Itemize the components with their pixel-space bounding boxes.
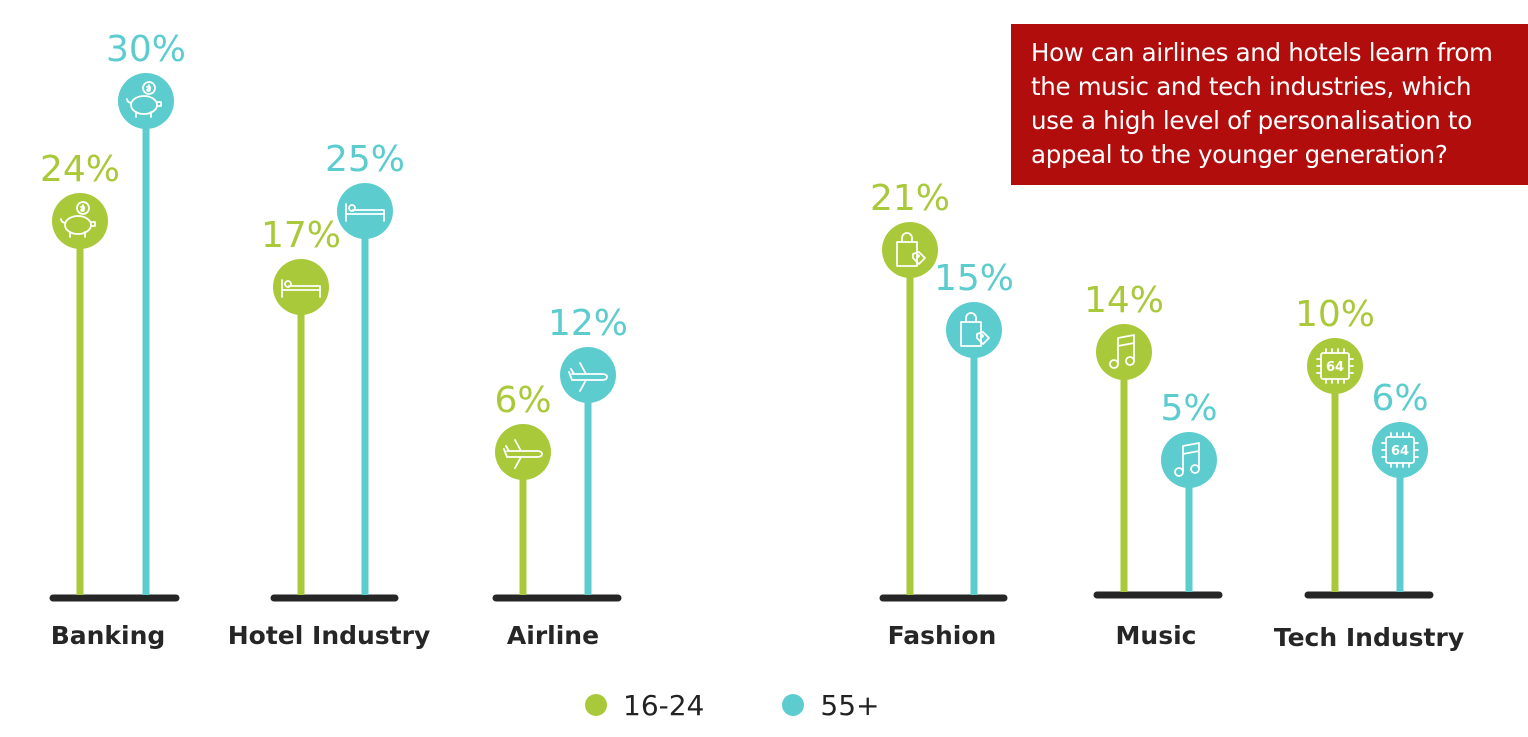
marker-tech-industry-16-24 [1307, 338, 1363, 394]
marker-tech-industry-55-plus [1372, 422, 1428, 478]
airplane-icon [503, 439, 543, 469]
svg-text:64: 64 [1391, 444, 1409, 459]
marker-music-55-plus [1161, 432, 1217, 488]
legend-dot-16-24 [585, 694, 607, 716]
legend-label-55-plus: 55+ [820, 688, 880, 722]
value-label-airline-16-24: 6% [494, 380, 551, 421]
marker-hotel-industry-55-plus [337, 183, 393, 239]
value-label-music-16-24: 14% [1084, 280, 1164, 321]
value-label-hotel-industry-55-plus: 25% [325, 139, 405, 180]
value-label-banking-55-plus: 30% [106, 29, 186, 70]
legend: 16-24 55+ [585, 688, 957, 722]
airplane-icon [568, 362, 608, 392]
callout-text: How can airlines and hotels learn from t… [1031, 38, 1493, 169]
marker-hotel-industry-16-24 [273, 259, 329, 315]
value-label-hotel-industry-16-24: 17% [261, 215, 341, 256]
marker-fashion-55-plus [946, 302, 1002, 358]
piggy-bank-icon [60, 201, 96, 238]
value-label-music-55-plus: 5% [1160, 388, 1217, 429]
bed-icon [281, 279, 321, 298]
marker-banking-55-plus [118, 73, 174, 129]
category-label-hotel-industry: Hotel Industry [228, 621, 431, 650]
piggy-bank-icon [126, 81, 162, 118]
value-label-tech-industry-16-24: 10% [1295, 294, 1375, 335]
bed-icon [345, 203, 385, 222]
chip-64-icon: 64 [1316, 348, 1354, 384]
category-label-fashion: Fashion [888, 621, 997, 650]
marker-fashion-16-24 [882, 222, 938, 278]
category-label-banking: Banking [51, 621, 166, 650]
music-note-icon [1109, 334, 1135, 369]
value-label-airline-55-plus: 12% [548, 303, 628, 344]
category-label-music: Music [1116, 621, 1197, 650]
marker-airline-16-24 [495, 424, 551, 480]
svg-text:64: 64 [1326, 360, 1344, 375]
marker-music-16-24 [1096, 324, 1152, 380]
legend-item-55-plus: 55+ [782, 689, 879, 722]
chip-64-icon: 64 [1381, 432, 1419, 468]
shopping-bag-icon [960, 312, 990, 347]
legend-item-16-24: 16-24 [585, 689, 704, 722]
value-label-fashion-55-plus: 15% [934, 258, 1014, 299]
music-note-icon [1174, 442, 1200, 477]
shopping-bag-icon [896, 232, 926, 267]
value-label-banking-16-24: 24% [40, 149, 120, 190]
legend-dot-55-plus [782, 694, 805, 716]
category-label-tech-industry: Tech Industry [1274, 623, 1464, 652]
category-label-airline: Airline [507, 621, 599, 650]
legend-label-16-24: 16-24 [623, 688, 705, 722]
value-label-tech-industry-55-plus: 6% [1371, 378, 1428, 419]
callout-box: How can airlines and hotels learn from t… [1011, 24, 1528, 185]
marker-banking-16-24 [52, 193, 108, 249]
value-label-fashion-16-24: 21% [870, 178, 950, 219]
marker-airline-55-plus [560, 347, 616, 403]
